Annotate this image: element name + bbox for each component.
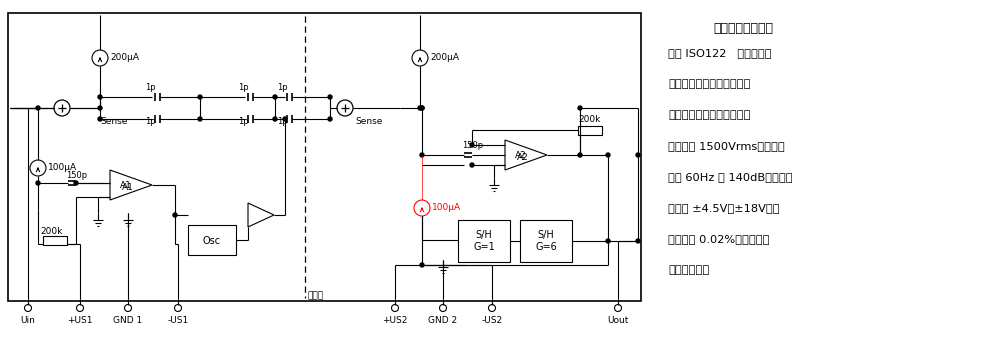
Polygon shape [248, 203, 274, 227]
Circle shape [578, 106, 582, 110]
Text: S/H
G=1: S/H G=1 [473, 230, 494, 252]
Bar [520, 220, 572, 262]
Bar [188, 225, 236, 255]
Text: 精密低成本隔离放: 精密低成本隔离放 [713, 22, 773, 35]
Circle shape [273, 95, 277, 99]
Text: -US1: -US1 [167, 316, 188, 325]
Circle shape [30, 160, 46, 176]
Circle shape [174, 305, 181, 311]
Text: -US2: -US2 [482, 316, 502, 325]
Circle shape [615, 305, 622, 311]
Circle shape [420, 106, 424, 110]
Text: 200k: 200k [578, 116, 601, 125]
Circle shape [606, 153, 610, 157]
Circle shape [391, 305, 399, 311]
Circle shape [636, 239, 640, 243]
Polygon shape [110, 170, 152, 200]
Text: 100μA: 100μA [432, 202, 461, 212]
Circle shape [273, 117, 277, 121]
Circle shape [92, 50, 108, 66]
Text: 回调制解调技术设计的低成: 回调制解调技术设计的低成 [668, 79, 751, 89]
Circle shape [77, 305, 84, 311]
Circle shape [578, 153, 582, 157]
Circle shape [198, 95, 202, 99]
Circle shape [418, 106, 422, 110]
Circle shape [489, 305, 495, 311]
Text: 1p: 1p [277, 83, 288, 93]
Text: A2: A2 [517, 154, 529, 163]
Text: 150p: 150p [462, 142, 483, 151]
Text: 压范围 ±4.5V～±18V；非: 压范围 ±4.5V～±18V；非 [668, 203, 779, 213]
Text: Sense: Sense [100, 118, 127, 127]
Circle shape [74, 181, 78, 185]
Text: 隔离层: 隔离层 [308, 291, 324, 300]
Bar [458, 220, 510, 262]
Circle shape [124, 305, 132, 311]
Text: 制比 60Hz 时 140dB；电源电: 制比 60Hz 时 140dB；电源电 [668, 172, 793, 182]
Circle shape [198, 117, 202, 121]
Text: 1p: 1p [145, 118, 156, 127]
Text: 大器 ISO122   它是采用滞: 大器 ISO122 它是采用滞 [668, 48, 771, 58]
Text: 100μA: 100μA [48, 163, 77, 172]
Text: S/H
G=6: S/H G=6 [535, 230, 557, 252]
Text: 1p: 1p [145, 83, 156, 93]
Bar [8, 13, 641, 301]
Circle shape [606, 239, 610, 243]
Circle shape [470, 143, 474, 147]
Text: 线性最大 0.02%；固定的单: 线性最大 0.02%；固定的单 [668, 234, 769, 244]
Text: +US1: +US1 [67, 316, 93, 325]
Text: Osc: Osc [203, 236, 221, 246]
Text: Uin: Uin [21, 316, 35, 325]
Circle shape [420, 106, 424, 110]
Circle shape [98, 117, 102, 121]
Circle shape [36, 106, 40, 110]
Circle shape [439, 305, 446, 311]
Circle shape [25, 305, 32, 311]
Circle shape [98, 95, 102, 99]
Circle shape [36, 181, 40, 185]
Circle shape [470, 163, 474, 167]
Text: 200k: 200k [40, 227, 62, 237]
Text: GND 1: GND 1 [113, 316, 143, 325]
Circle shape [412, 50, 428, 66]
Circle shape [328, 95, 332, 99]
Text: 1p: 1p [238, 83, 248, 93]
Text: A1: A1 [122, 184, 134, 192]
Text: 本精密隔离放大器。隔离电: 本精密隔离放大器。隔离电 [668, 110, 751, 120]
Circle shape [414, 200, 430, 216]
Text: Sense: Sense [355, 118, 382, 127]
Bar [43, 236, 67, 245]
Circle shape [420, 153, 424, 157]
Text: 1p: 1p [238, 118, 248, 127]
Circle shape [636, 153, 640, 157]
Text: +US2: +US2 [382, 316, 408, 325]
Circle shape [283, 117, 287, 121]
Text: 位增益组态。: 位增益组态。 [668, 265, 709, 275]
Text: 200μA: 200μA [110, 52, 139, 61]
Circle shape [328, 117, 332, 121]
Text: 压额定值 1500Vrms；隔离抑: 压额定值 1500Vrms；隔离抑 [668, 141, 785, 151]
Bar [578, 126, 602, 134]
Text: GND 2: GND 2 [428, 316, 458, 325]
Text: 1p: 1p [277, 118, 288, 127]
Circle shape [337, 100, 353, 116]
Text: 200μA: 200μA [430, 52, 459, 61]
Text: A2: A2 [515, 151, 527, 159]
Circle shape [98, 106, 102, 110]
Text: Uout: Uout [608, 316, 628, 325]
Text: 150p: 150p [66, 170, 87, 179]
Polygon shape [505, 140, 547, 170]
Circle shape [54, 100, 70, 116]
Circle shape [173, 213, 177, 217]
Circle shape [420, 263, 424, 267]
Text: A1: A1 [120, 180, 132, 189]
